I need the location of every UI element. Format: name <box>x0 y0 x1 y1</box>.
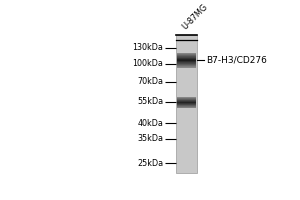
Bar <box>176 67 196 68</box>
Bar <box>176 53 196 54</box>
Text: 40kDa: 40kDa <box>137 119 163 128</box>
Bar <box>176 61 196 62</box>
Text: 25kDa: 25kDa <box>137 159 163 168</box>
Bar <box>176 107 196 108</box>
Bar <box>176 63 196 64</box>
Text: 55kDa: 55kDa <box>137 97 163 106</box>
Bar <box>176 35 197 173</box>
Text: B7-H3/CD276: B7-H3/CD276 <box>206 56 267 65</box>
Bar <box>176 97 196 98</box>
Bar <box>176 54 196 55</box>
Bar <box>176 57 196 58</box>
Bar <box>176 103 196 104</box>
Text: 35kDa: 35kDa <box>137 134 163 143</box>
Bar <box>176 55 196 56</box>
Text: U-87MG: U-87MG <box>180 2 209 31</box>
Bar <box>176 105 196 106</box>
Bar <box>176 58 196 59</box>
Bar <box>176 60 196 61</box>
Bar <box>176 64 196 65</box>
Bar <box>176 100 196 101</box>
Bar <box>176 102 196 103</box>
Bar <box>176 56 196 57</box>
Bar <box>176 101 196 102</box>
Bar <box>176 66 196 67</box>
Bar <box>176 59 196 60</box>
Bar <box>176 99 196 100</box>
Text: 70kDa: 70kDa <box>137 77 163 86</box>
Text: 100kDa: 100kDa <box>132 59 163 68</box>
Bar <box>176 98 196 99</box>
Bar <box>176 104 196 105</box>
Bar <box>176 62 196 63</box>
Bar <box>176 65 196 66</box>
Text: 130kDa: 130kDa <box>132 43 163 52</box>
Bar <box>176 106 196 107</box>
